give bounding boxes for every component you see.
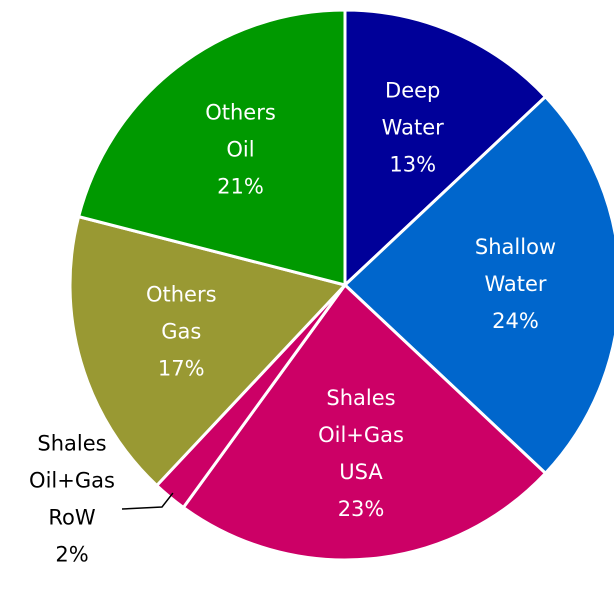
leader-line [121,492,174,510]
slice-label: Deep Water 13% [382,79,444,177]
pie-slice [343,8,548,289]
slice-label: Others Oil 21% [205,100,276,198]
value-label: 24% [492,309,539,333]
pie-slice [76,8,347,287]
label-line: Oil [226,137,254,161]
category-label: Others Oil [205,100,276,161]
label-line: Oil+Gas [29,469,115,493]
pie-slice [342,94,614,476]
label-line: Oil+Gas [318,423,404,447]
pie-slice [181,282,548,562]
category-label: Deep Water [382,79,444,140]
category-label: Shales Oil+Gas USA [318,386,404,484]
label-line: Shales [37,432,106,456]
slice-label: Shales Oil+Gas USA 23% [318,386,404,521]
label-line: Water [382,116,444,140]
label-line: Deep [385,79,440,103]
label-line: Shallow [475,235,556,259]
category-label: Shallow Water [475,235,556,296]
slice-label: Shallow Water 24% [475,235,556,333]
label-line: Water [484,272,546,296]
label-line: Gas [161,320,201,344]
value-label: 13% [389,153,436,177]
label-line: RoW [48,506,95,530]
value-label: 17% [158,357,205,381]
pie-slice [68,214,348,488]
label-line: Others [146,283,217,307]
category-label: Others Gas [146,283,217,344]
value-label: 23% [338,497,385,521]
slice-label: Shales Oil+Gas RoW 2% [29,432,115,567]
label-line: Shales [326,386,395,410]
value-label: 2% [55,543,88,567]
slice-label: Others Gas 17% [146,283,217,381]
label-line: USA [339,460,383,484]
category-label: Shales Oil+Gas RoW [29,432,115,530]
value-label: 21% [217,174,264,198]
label-line: Others [205,100,276,124]
